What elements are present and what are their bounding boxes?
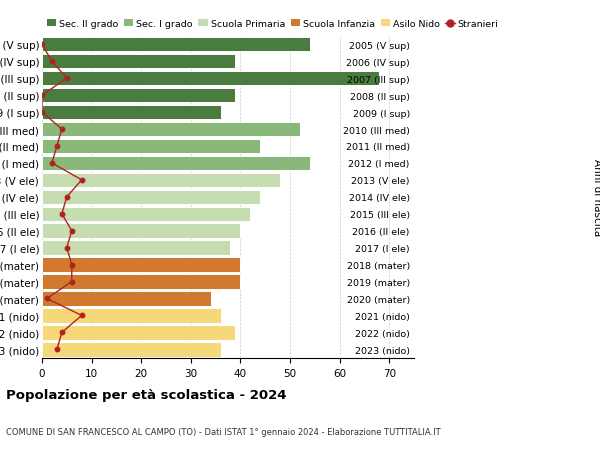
Bar — [42, 157, 310, 171]
Point — [77, 177, 86, 184]
Point — [67, 228, 77, 235]
Bar — [42, 291, 211, 306]
Bar — [42, 224, 241, 238]
Point — [57, 126, 67, 134]
Bar — [42, 72, 379, 86]
Bar — [42, 258, 241, 272]
Point — [37, 41, 47, 49]
Bar — [42, 140, 260, 154]
Point — [67, 278, 77, 285]
Point — [52, 143, 62, 150]
Bar — [42, 89, 235, 103]
Point — [62, 245, 71, 252]
Bar — [42, 55, 235, 69]
Point — [67, 261, 77, 269]
Bar — [42, 241, 230, 255]
Bar — [42, 308, 221, 323]
Point — [42, 295, 52, 302]
Point — [37, 109, 47, 117]
Text: COMUNE DI SAN FRANCESCO AL CAMPO (TO) - Dati ISTAT 1° gennaio 2024 - Elaborazion: COMUNE DI SAN FRANCESCO AL CAMPO (TO) - … — [6, 427, 440, 436]
Bar — [42, 190, 260, 205]
Bar — [42, 106, 221, 120]
Point — [62, 194, 71, 201]
Point — [77, 312, 86, 319]
Point — [57, 329, 67, 336]
Point — [52, 346, 62, 353]
Text: Popolazione per età scolastica - 2024: Popolazione per età scolastica - 2024 — [6, 388, 287, 401]
Bar — [42, 325, 235, 340]
Bar — [42, 38, 310, 52]
Bar — [42, 207, 250, 222]
Point — [57, 211, 67, 218]
Bar — [42, 123, 300, 137]
Bar — [42, 173, 280, 188]
Point — [62, 75, 71, 83]
Text: Anni di nascita: Anni di nascita — [592, 159, 600, 236]
Point — [47, 58, 57, 66]
Legend: Sec. II grado, Sec. I grado, Scuola Primaria, Scuola Infanzia, Asilo Nido, Stran: Sec. II grado, Sec. I grado, Scuola Prim… — [47, 20, 499, 29]
Bar — [42, 275, 241, 289]
Point — [47, 160, 57, 167]
Bar — [42, 342, 221, 357]
Point — [37, 92, 47, 100]
